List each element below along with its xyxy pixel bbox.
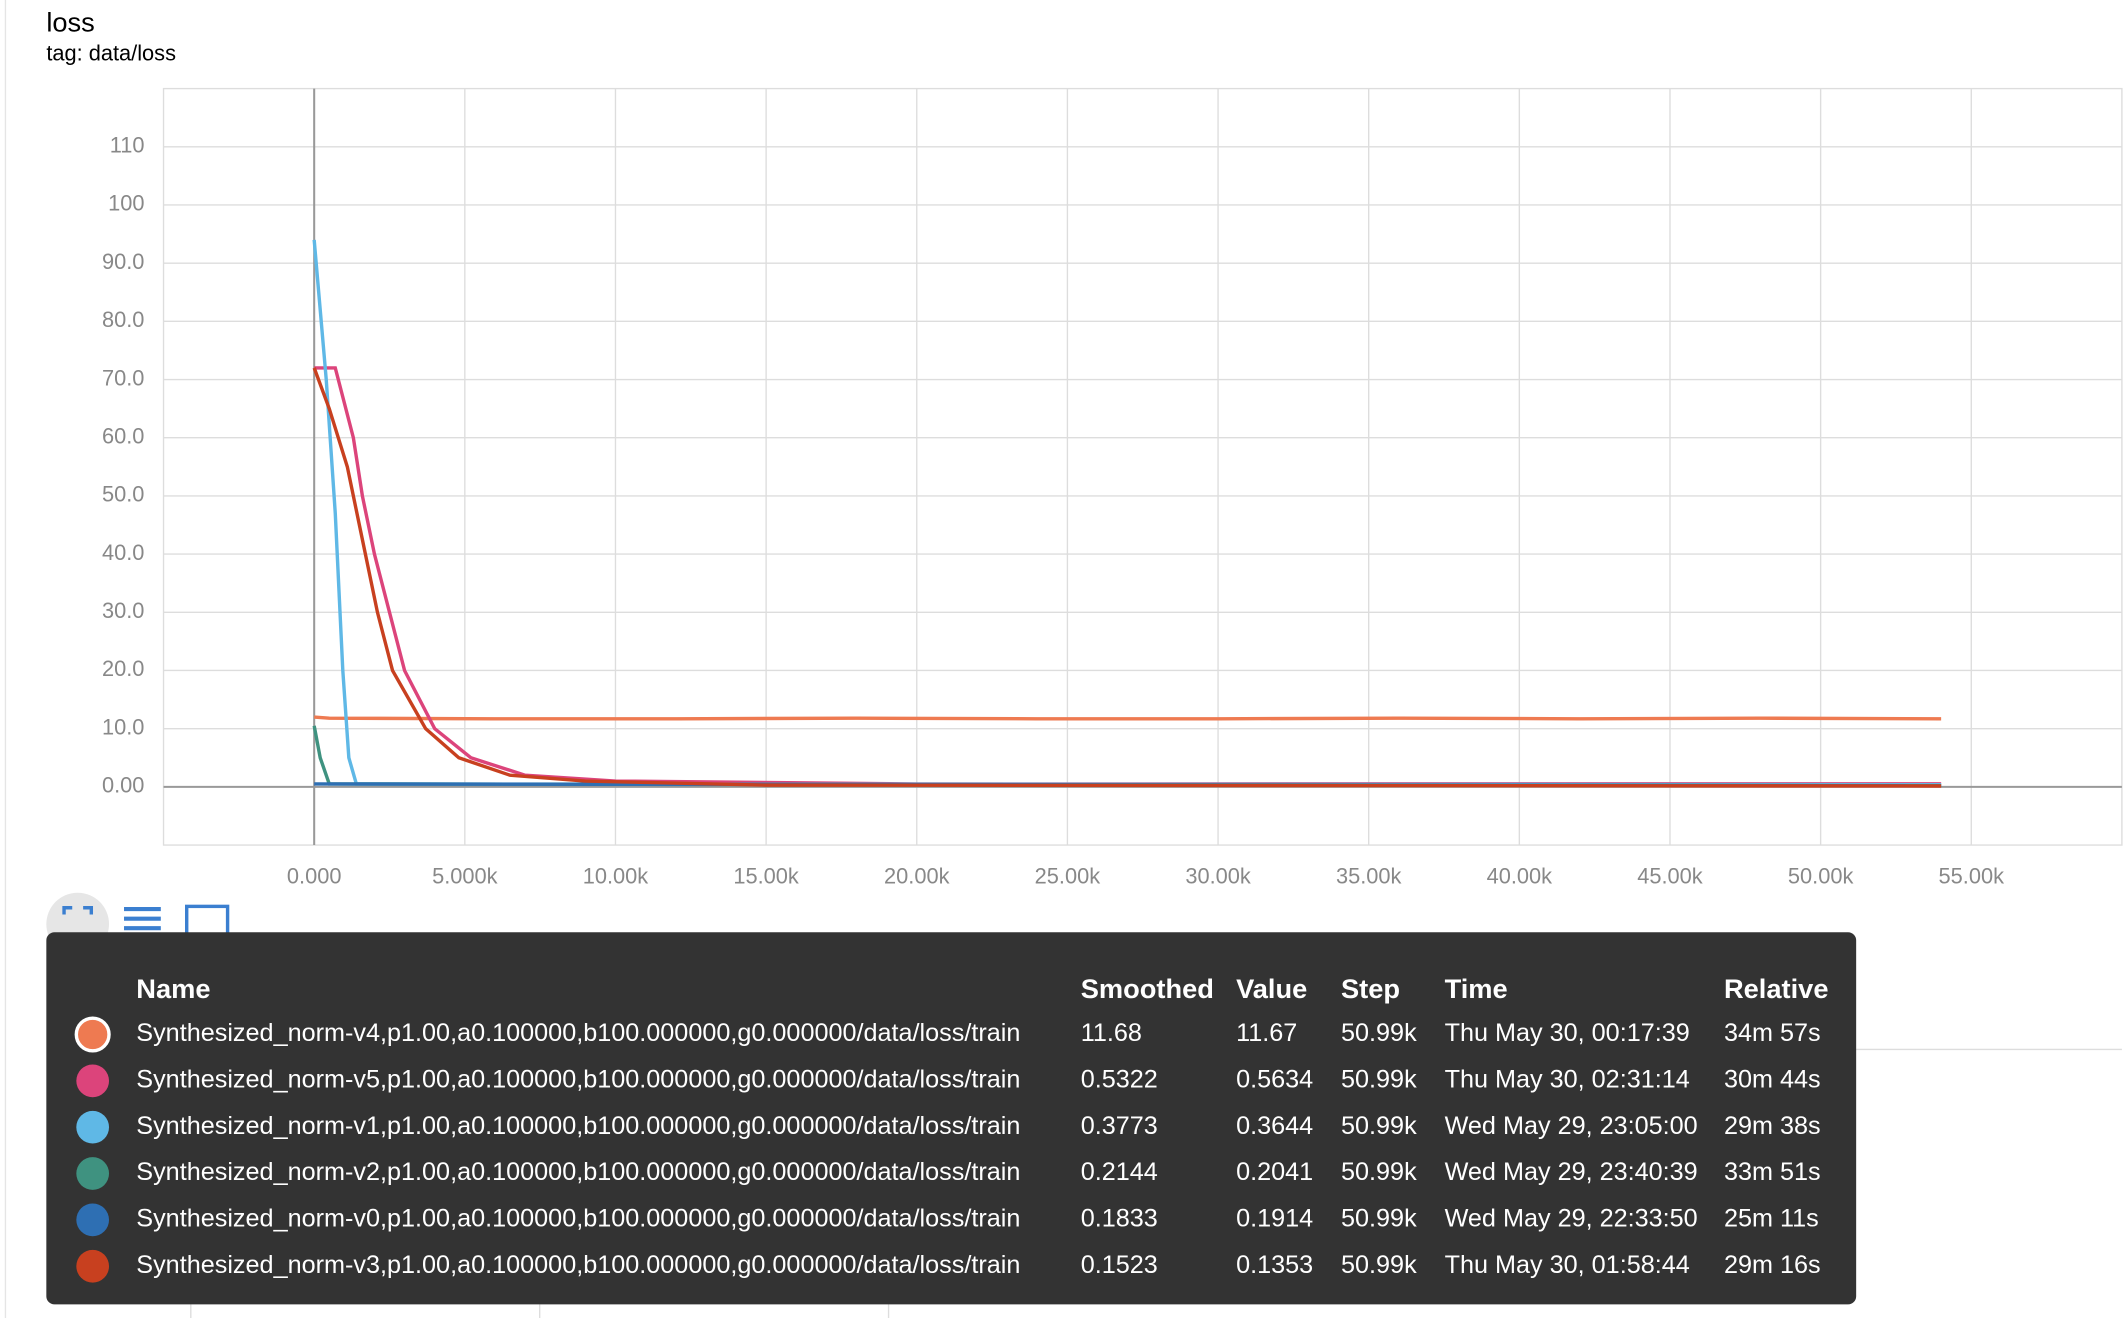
y-tick-label: 90.0: [102, 249, 144, 274]
column-header: Step: [1341, 973, 1400, 1004]
x-tick-label: 25.00k: [1035, 864, 1101, 889]
cell: 0.2144: [1081, 1158, 1158, 1186]
cell: 34m 57s: [1724, 1019, 1821, 1047]
series-name: Synthesized_norm-v5,p1.00,a0.100000,b100…: [136, 1065, 1020, 1093]
x-tick-label: 30.00k: [1185, 864, 1251, 889]
series-line: [312, 367, 1942, 788]
cell: 0.3644: [1236, 1112, 1313, 1140]
column-header: Value: [1236, 973, 1307, 1004]
cell: 50.99k: [1341, 1158, 1417, 1186]
series-swatch: [76, 1110, 110, 1144]
cell: 0.1353: [1236, 1251, 1313, 1279]
cell: 29m 16s: [1724, 1251, 1821, 1279]
cell: 29m 38s: [1724, 1112, 1821, 1140]
series-name: Synthesized_norm-v4,p1.00,a0.100000,b100…: [136, 1019, 1020, 1047]
chart-subtitle: tag: data/loss: [46, 40, 176, 65]
x-tick-label: 55.00k: [1939, 864, 2005, 889]
cell: 0.1523: [1081, 1251, 1158, 1279]
cell: 30m 44s: [1724, 1065, 1821, 1093]
cell: 0.5322: [1081, 1065, 1158, 1093]
cell: 11.67: [1236, 1019, 1297, 1047]
series-swatch: [76, 1064, 110, 1098]
cell: 0.2041: [1236, 1158, 1313, 1186]
x-tick-label: 40.00k: [1487, 864, 1553, 889]
series-line: [314, 715, 1942, 721]
x-tick-label: 10.00k: [583, 864, 649, 889]
data-button[interactable]: [124, 907, 161, 940]
cell: 0.1914: [1236, 1205, 1313, 1233]
column-header: Time: [1445, 973, 1508, 1004]
cell: 50.99k: [1341, 1065, 1417, 1093]
x-tick-label: 0.000: [287, 864, 342, 889]
cell: 50.99k: [1341, 1205, 1417, 1233]
y-tick-label: 100: [108, 191, 144, 216]
series-name: Synthesized_norm-v1,p1.00,a0.100000,b100…: [136, 1112, 1020, 1140]
y-tick-label: 110: [110, 133, 145, 158]
x-tick-label: 5.000k: [432, 864, 498, 889]
series-line: [314, 366, 1942, 786]
series-swatch: [74, 1016, 111, 1053]
y-tick-label: 80.0: [102, 307, 144, 332]
y-tick-label: 10.0: [102, 714, 144, 739]
cell: 0.5634: [1236, 1065, 1313, 1093]
cell: 0.3773: [1081, 1112, 1158, 1140]
y-tick-label: 30.0: [102, 598, 144, 623]
x-tick-label: 15.00k: [733, 864, 799, 889]
y-tick-label: 50.0: [102, 482, 144, 507]
series-swatch: [76, 1157, 110, 1190]
column-header: Name: [136, 973, 210, 1004]
series-swatch: [76, 1249, 110, 1283]
y-tick-label: 40.0: [102, 540, 144, 565]
fullscreen-button[interactable]: [62, 906, 94, 943]
cell: 0.1833: [1081, 1205, 1158, 1233]
x-tick-label: 20.00k: [884, 864, 950, 889]
plot-frame: [162, 87, 2123, 846]
cell: 11.68: [1081, 1019, 1142, 1047]
series-name: Synthesized_norm-v0,p1.00,a0.100000,b100…: [136, 1205, 1020, 1233]
x-tick-label: 50.00k: [1788, 864, 1854, 889]
cell: 50.99k: [1341, 1019, 1417, 1047]
cell: Thu May 30, 00:17:39: [1445, 1019, 1690, 1047]
cell: Wed May 29, 22:33:50: [1445, 1205, 1698, 1233]
cell: Wed May 29, 23:40:39: [1445, 1158, 1698, 1186]
y-tick-label: 60.0: [102, 423, 144, 448]
chart-title: loss: [46, 7, 94, 38]
series-name: Synthesized_norm-v3,p1.00,a0.100000,b100…: [136, 1251, 1020, 1279]
series-name: Synthesized_norm-v2,p1.00,a0.100000,b100…: [136, 1158, 1020, 1186]
cell: Thu May 30, 01:58:44: [1445, 1251, 1690, 1279]
cell: 25m 11s: [1724, 1205, 1819, 1233]
tooltip: [46, 932, 1857, 1305]
column-header: Smoothed: [1081, 973, 1214, 1004]
series-swatch: [76, 1203, 110, 1237]
column-header: Relative: [1724, 973, 1829, 1004]
y-tick-label: 0.00: [102, 773, 144, 798]
cell: Thu May 30, 02:31:14: [1445, 1065, 1690, 1093]
x-tick-label: 45.00k: [1637, 864, 1703, 889]
cell: Wed May 29, 23:05:00: [1445, 1112, 1698, 1140]
cell: 50.99k: [1341, 1251, 1417, 1279]
x-tick-label: 35.00k: [1336, 864, 1402, 889]
cell: 33m 51s: [1724, 1158, 1821, 1186]
y-tick-label: 70.0: [102, 365, 144, 390]
y-tick-label: 20.0: [102, 656, 144, 681]
cell: 50.99k: [1341, 1112, 1417, 1140]
